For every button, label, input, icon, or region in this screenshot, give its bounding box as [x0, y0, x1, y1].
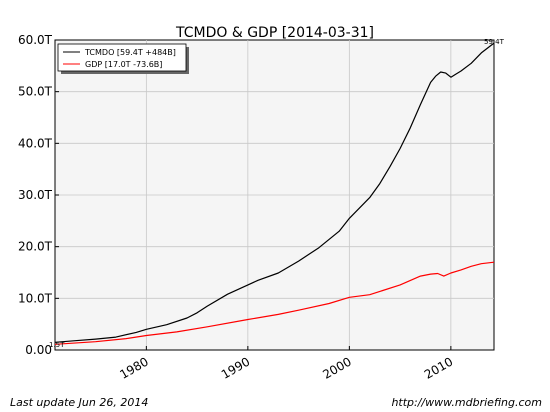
y-tick-label: 20.0T	[18, 240, 53, 254]
series-group	[54, 42, 495, 345]
y-tick-label: 10.0T	[18, 291, 53, 305]
y-tick-label: 50.0T	[18, 85, 53, 99]
legend-label-gdp: GDP [17.0T -73.6B]	[85, 60, 162, 69]
x-axis: 1980 1990 2000 2010	[117, 346, 455, 382]
y-tick-label: 30.0T	[18, 188, 53, 202]
x-tick-label: 2010	[422, 354, 455, 381]
series-line-tcmdo	[54, 42, 495, 343]
last-update-text: Last update Jun 26, 2014	[10, 396, 149, 409]
legend-label-tcmdo: TCMDO [59.4T +484B]	[84, 48, 176, 57]
source-url: http://www.mdbriefing.com	[391, 396, 542, 409]
x-tick-label: 1990	[219, 354, 252, 381]
y-tick-label: 60.0T	[18, 33, 53, 47]
series-line-gdp	[54, 261, 495, 345]
x-tick-label: 1980	[117, 354, 150, 381]
y-tick-label: 0.00	[25, 343, 52, 357]
x-tick-label: 2000	[320, 354, 353, 381]
legend-box	[57, 43, 187, 72]
end-label: 59.4T	[484, 38, 505, 46]
start-label: 1.5T	[49, 341, 65, 349]
grid-lines	[55, 40, 494, 350]
y-tick-label: 40.0T	[18, 136, 53, 150]
chart-title: TCMDO & GDP [2014-03-31]	[175, 25, 374, 41]
legend: TCMDO [59.4T +484B] GDP [17.0T -73.6B]	[57, 43, 189, 74]
y-axis: 0.00 10.0T 20.0T 30.0T 40.0T 50.0T 60.0T	[18, 33, 59, 357]
